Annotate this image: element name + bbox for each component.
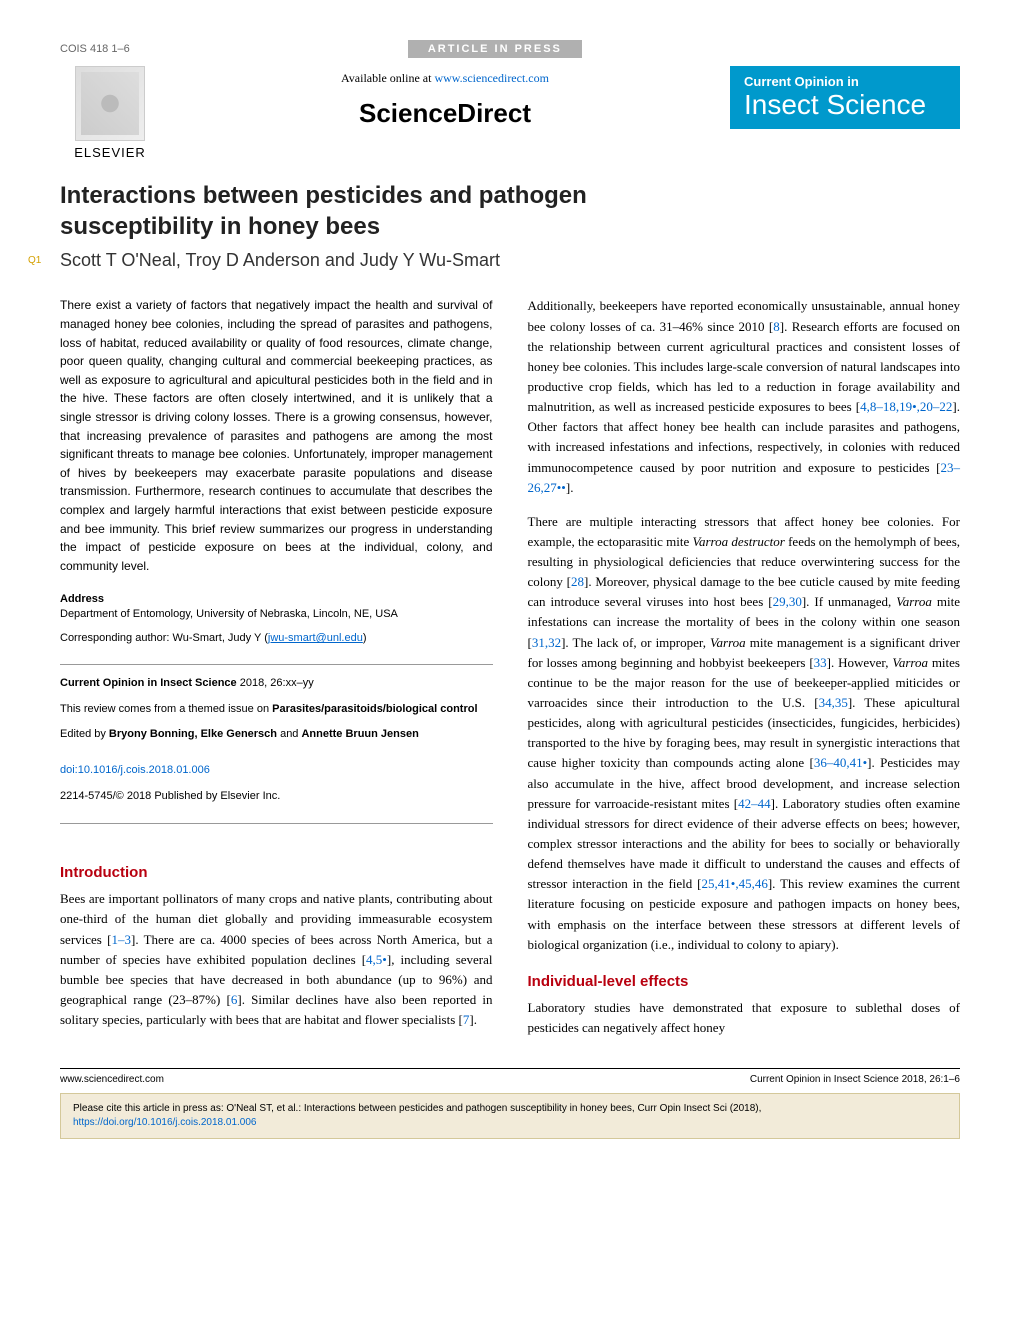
cite-doi-link[interactable]: https://doi.org/10.1016/j.cois.2018.01.0…: [73, 1117, 256, 1128]
title-section: Interactions between pesticides and path…: [60, 180, 960, 271]
individual-effects-heading: Individual-level effects: [528, 973, 961, 990]
citation-box: Please cite this article in press as: O'…: [60, 1093, 960, 1139]
footer-right: Current Opinion in Insect Science 2018, …: [750, 1074, 960, 1085]
intro-heading: Introduction: [60, 864, 493, 881]
abstract: There exist a variety of factors that ne…: [60, 296, 493, 575]
doi-link[interactable]: doi:10.1016/j.cois.2018.01.006: [60, 764, 210, 776]
elsevier-block: ELSEVIER: [60, 66, 160, 160]
left-column: There exist a variety of factors that ne…: [60, 296, 493, 1038]
footer-left: www.sciencedirect.com: [60, 1074, 164, 1085]
sciencedirect-logo: ScienceDirect: [160, 98, 730, 129]
right-column: Additionally, beekeepers have reported e…: [528, 296, 961, 1038]
center-header: Available online at www.sciencedirect.co…: [160, 66, 730, 129]
right-p2: There are multiple interacting stressors…: [528, 512, 961, 955]
article-in-press-badge: ARTICLE IN PRESS: [408, 40, 582, 58]
article-title: Interactions between pesticides and path…: [60, 180, 960, 242]
two-column-layout: There exist a variety of factors that ne…: [60, 296, 960, 1038]
address-text: Department of Entomology, University of …: [60, 608, 493, 620]
masthead: ELSEVIER Available online at www.science…: [60, 66, 960, 160]
corresponding-author: Corresponding author: Wu-Smart, Judy Y (…: [60, 632, 493, 644]
intro-paragraph: Bees are important pollinators of many c…: [60, 889, 493, 1030]
header-bar: COIS 418 1–6 ARTICLE IN PRESS: [60, 40, 960, 58]
sciencedirect-link[interactable]: www.sciencedirect.com: [434, 71, 549, 85]
right-p1: Additionally, beekeepers have reported e…: [528, 296, 961, 497]
authors: Scott T O'Neal, Troy D Anderson and Judy…: [60, 250, 960, 271]
page: COIS 418 1–6 ARTICLE IN PRESS ELSEVIER A…: [0, 0, 1020, 1179]
badge-top: Current Opinion in: [744, 74, 946, 89]
corr-email-link[interactable]: jwu-smart@unl.edu: [268, 632, 363, 644]
cois-id: COIS 418 1–6: [60, 43, 130, 55]
query-marker: Q1: [28, 255, 41, 266]
elsevier-tree-icon: [75, 66, 145, 141]
journal-badge: Current Opinion in Insect Science: [730, 66, 960, 129]
meta-block: Current Opinion in Insect Science 2018, …: [60, 664, 493, 824]
available-online: Available online at www.sciencedirect.co…: [160, 71, 730, 86]
address-heading: Address: [60, 593, 493, 605]
elsevier-label: ELSEVIER: [74, 145, 146, 160]
badge-main: Insect Science: [744, 89, 946, 121]
right-p3: Laboratory studies have demonstrated tha…: [528, 998, 961, 1038]
issn-copyright: 2214-5745/© 2018 Published by Elsevier I…: [60, 788, 493, 806]
footer: www.sciencedirect.com Current Opinion in…: [60, 1068, 960, 1085]
